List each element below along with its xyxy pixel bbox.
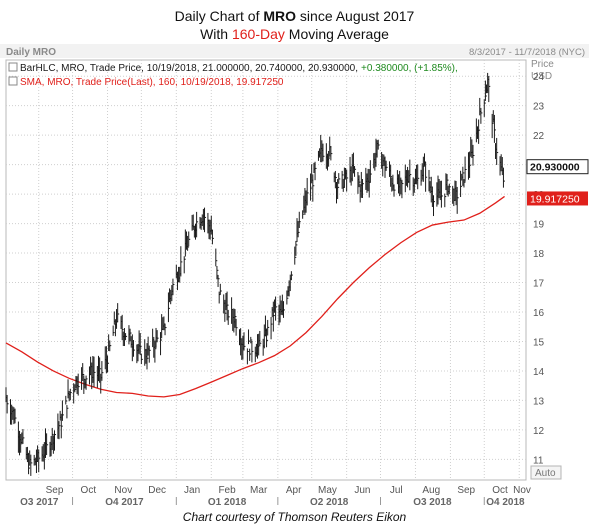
y-axis-unit: USD [531, 71, 552, 82]
plot-frame [5, 59, 527, 481]
quarter-label: Q1 2018 [208, 497, 247, 505]
y-tick-label: 23 [533, 102, 545, 113]
x-axis-ticks: Sep Oct Nov Dec Jan Feb Mar Apr May Jun Jul Aug Sep O… [46, 485, 531, 496]
x-tick-label: Mar [250, 485, 268, 496]
legend-marker-price [8, 62, 18, 72]
title-suffix: since August 2017 [296, 8, 415, 24]
x-tick-label: Apr [286, 485, 302, 496]
y-tick-label: 11 [533, 455, 544, 466]
legend: BarHLC, MRO, Trade Price, 10/19/2018, 21… [8, 62, 458, 88]
y-axis-ticks: 1112131415161718192021222324 [533, 72, 545, 466]
x-tick-label: Aug [422, 485, 440, 496]
auto-scale-label: Auto [535, 468, 556, 479]
quarter-label: Q2 2018 [310, 497, 349, 505]
price-series [5, 72, 505, 476]
x-tick-label: Dec [148, 485, 166, 496]
date-range: 8/3/2017 - 11/7/2018 (NYC) [469, 47, 585, 58]
legend-price-change: +0.380000, (+1.85%), [361, 63, 458, 74]
quarter-label: Q3 2017 [20, 497, 59, 505]
y-tick-label: 16 [533, 308, 545, 319]
quarter-label: Q3 2018 [413, 497, 452, 505]
subtitle-suffix: Moving Average [284, 26, 389, 42]
y-tick-label: 14 [533, 367, 545, 378]
sma-series [5, 195, 505, 398]
x-tick-label: Feb [218, 485, 236, 496]
last-price-label: 20.930000 [530, 162, 580, 174]
panel-header-bg [0, 44, 589, 58]
last-price-label-group: 20.930000 [526, 159, 589, 175]
x-tick-label: Nov [513, 485, 531, 496]
y-tick-label: 15 [533, 337, 545, 348]
y-tick-label: 24 [533, 72, 545, 83]
quarter-label: Q4 2018 [486, 497, 525, 505]
last-price-label-bg [526, 159, 589, 175]
price-chart[interactable]: Daily MRO 8/3/2017 - 11/7/2018 (NYC) Bar… [0, 0, 589, 505]
legend-sma: SMA, MRO, Trade Price(Last), 160, 10/19/… [20, 77, 284, 88]
subtitle-prefix: With [200, 26, 232, 42]
chart-title-line2: With 160-Day Moving Average [0, 26, 589, 42]
title-ticker: MRO [263, 8, 297, 24]
x-tick-label: Jun [354, 485, 370, 496]
x-tick-label: Oct [81, 485, 97, 496]
y-tick-label: 17 [533, 279, 545, 290]
chart-title-line1: Daily Chart of MRO since August 2017 [0, 8, 589, 24]
sma-value-label: 19.917250 [530, 193, 580, 205]
y-tick-label: 12 [533, 426, 545, 437]
x-tick-label: Oct [492, 485, 508, 496]
x-tick-label: Sep [46, 485, 64, 496]
x-tick-label: Jan [184, 485, 200, 496]
legend-price: BarHLC, MRO, Trade Price, 10/19/2018, 21… [20, 63, 458, 74]
panel-title: Daily MRO [6, 47, 56, 58]
sma-label-group: 19.917250 [527, 191, 588, 206]
subtitle-highlight: 160-Day [231, 26, 285, 42]
auto-scale-button[interactable] [530, 465, 562, 480]
x-axis-quarters: Q3 2017 Q4 2017 Q1 2018 Q2 2018 Q3 2018 Q4 20… [20, 497, 525, 505]
x-tick-label: Jul [390, 485, 403, 496]
legend-price-label: BarHLC, MRO, Trade Price, 10/19/2018, 21… [20, 63, 358, 74]
sma-value-label-bg [527, 191, 588, 206]
y-tick-label: 13 [533, 396, 545, 407]
x-tick-label: Sep [457, 485, 475, 496]
y-tick-label: 19 [533, 220, 545, 231]
y-tick-label: 22 [533, 131, 545, 142]
y-tick-label: 18 [533, 249, 545, 260]
grid-lines [6, 60, 526, 480]
y-axis-label: Price [531, 59, 554, 70]
sma-line [5, 195, 505, 398]
chart-caption: Chart courtesy of Thomson Reuters Eikon [182, 510, 407, 524]
quarter-label: Q4 2017 [105, 497, 144, 505]
x-tick-label: May [318, 485, 337, 496]
title-prefix: Daily Chart of [174, 8, 264, 24]
x-tick-label: Nov [114, 485, 132, 496]
legend-marker-sma [8, 76, 18, 86]
